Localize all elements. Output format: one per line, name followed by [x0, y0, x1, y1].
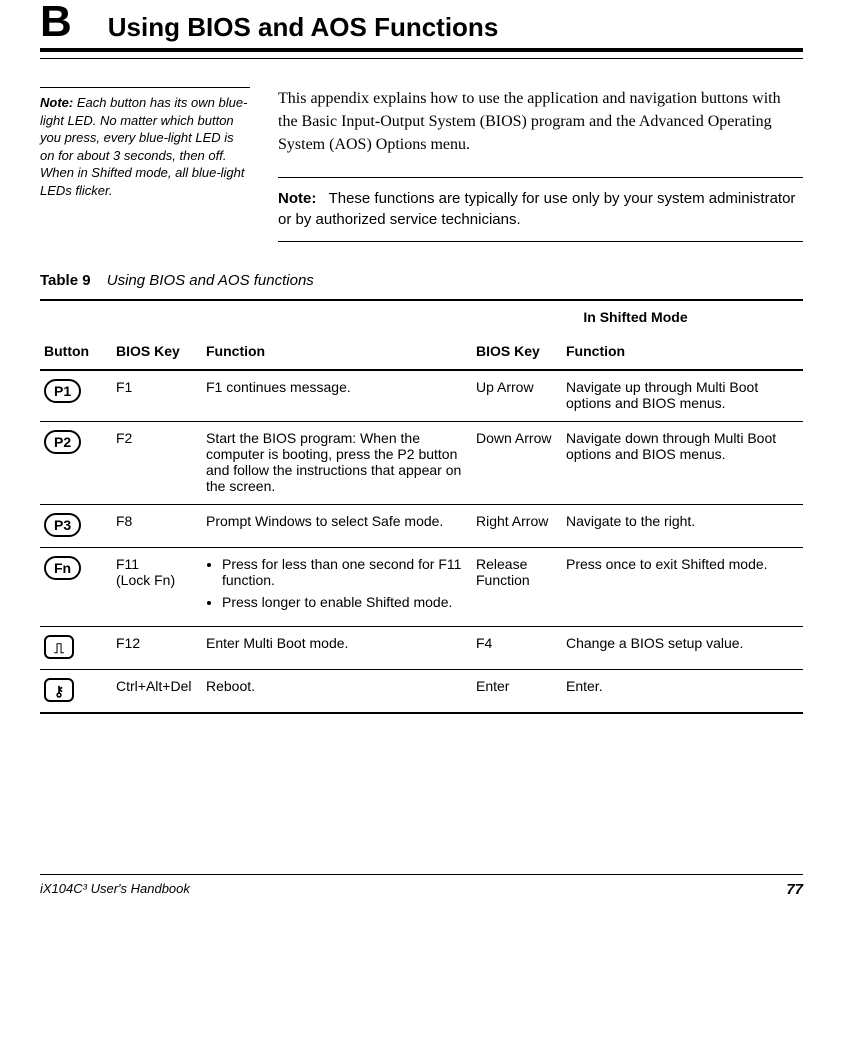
button-icon: ⚷: [44, 678, 74, 702]
main-column: This appendix explains how to use the ap…: [278, 87, 803, 242]
cell-bios-key: F8: [112, 505, 202, 548]
cell-function2: Navigate to the right.: [562, 505, 803, 548]
intro-text: This appendix explains how to use the ap…: [278, 87, 803, 157]
main-note-label: Note:: [278, 190, 316, 207]
cell-function2: Enter.: [562, 670, 803, 714]
footer-page-number: 77: [786, 881, 803, 898]
cell-bios-key2: Release Function: [472, 548, 562, 627]
cell-function2: Navigate up through Multi Boot options a…: [562, 370, 803, 422]
table-super-header: In Shifted Mode: [40, 300, 803, 335]
button-icon: P1: [44, 379, 81, 403]
button-icon: P3: [44, 513, 81, 537]
cell-function: Prompt Windows to select Safe mode.: [202, 505, 472, 548]
table-caption: Table 9 Using BIOS and AOS functions: [40, 272, 803, 289]
bios-table: In Shifted Mode Button BIOS Key Function…: [40, 299, 803, 714]
table-number: Table 9: [40, 272, 91, 289]
side-note-text: Each button has its own blue-light LED. …: [40, 95, 247, 198]
table-row: Fn F11 (Lock Fn) Press for less than one…: [40, 548, 803, 627]
hdr-function: Function: [202, 335, 472, 370]
cell-bios-key: F11 (Lock Fn): [112, 548, 202, 627]
appendix-letter: B: [40, 0, 72, 44]
table-row: P1 F1 F1 continues message. Up Arrow Nav…: [40, 370, 803, 422]
button-icon: P2: [44, 430, 81, 454]
cell-function2: Change a BIOS setup value.: [562, 627, 803, 670]
cell-function: F1 continues message.: [202, 370, 472, 422]
main-note-text: These functions are typically for use on…: [278, 190, 795, 229]
table-column-headers: Button BIOS Key Function BIOS Key Functi…: [40, 335, 803, 370]
cell-bios-key2: F4: [472, 627, 562, 670]
cell-bios-key: Ctrl+Alt+Del: [112, 670, 202, 714]
bullet-item: Press for less than one second for F11 f…: [222, 556, 464, 588]
cell-bios-key: F12: [112, 627, 202, 670]
cell-function2: Press once to exit Shifted mode.: [562, 548, 803, 627]
appendix-title: Using BIOS and AOS Functions: [108, 12, 499, 43]
shifted-mode-header: In Shifted Mode: [472, 300, 803, 335]
cell-function2: Navigate down through Multi Boot options…: [562, 422, 803, 505]
table-row: ⎍ F12 Enter Multi Boot mode. F4 Change a…: [40, 627, 803, 670]
table-row: P2 F2 Start the BIOS program: When the c…: [40, 422, 803, 505]
side-note-label: Note:: [40, 95, 73, 110]
cell-bios-key: F1: [112, 370, 202, 422]
hdr-function2: Function: [562, 335, 803, 370]
table-row: P3 F8 Prompt Windows to select Safe mode…: [40, 505, 803, 548]
cell-function: Press for less than one second for F11 f…: [202, 548, 472, 627]
hdr-bios-key2: BIOS Key: [472, 335, 562, 370]
footer-left: iX104C³ User's Handbook: [40, 881, 190, 898]
main-note: Note: These functions are typically for …: [278, 177, 803, 243]
cell-function: Reboot.: [202, 670, 472, 714]
appendix-header: B Using BIOS and AOS Functions: [40, 0, 803, 52]
cell-bios-key2: Enter: [472, 670, 562, 714]
table-row: ⚷ Ctrl+Alt+Del Reboot. Enter Enter.: [40, 670, 803, 714]
page-footer: iX104C³ User's Handbook 77: [40, 874, 803, 898]
cell-bios-key2: Up Arrow: [472, 370, 562, 422]
hdr-button: Button: [40, 335, 112, 370]
table-title: Using BIOS and AOS functions: [107, 272, 314, 289]
hdr-bios-key: BIOS Key: [112, 335, 202, 370]
header-underline: [40, 58, 803, 59]
side-note: Note: Each button has its own blue-light…: [40, 87, 250, 242]
bullet-item: Press longer to enable Shifted mode.: [222, 594, 464, 610]
cell-bios-key2: Down Arrow: [472, 422, 562, 505]
button-icon: ⎍: [44, 635, 74, 659]
cell-function: Enter Multi Boot mode.: [202, 627, 472, 670]
button-icon: Fn: [44, 556, 81, 580]
cell-bios-key2: Right Arrow: [472, 505, 562, 548]
cell-bios-key: F2: [112, 422, 202, 505]
cell-function: Start the BIOS program: When the compute…: [202, 422, 472, 505]
intro-columns: Note: Each button has its own blue-light…: [40, 87, 803, 242]
